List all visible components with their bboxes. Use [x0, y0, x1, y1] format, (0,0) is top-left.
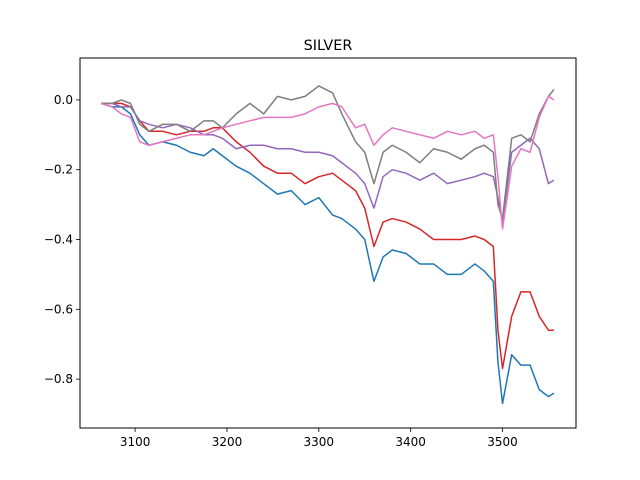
chart-title: SILVER: [304, 38, 353, 54]
y-tick-label: −0.6: [44, 302, 73, 316]
series-line-2: [101, 102, 554, 370]
series-line-1: [100, 102, 555, 405]
x-tick-label: 3100: [120, 435, 151, 449]
y-tick-label: −0.2: [44, 163, 73, 177]
x-tick-label: 3400: [395, 435, 426, 449]
plot-frame: [79, 57, 577, 429]
x-tick-label: 3200: [212, 435, 243, 449]
axis-layer: 3100 3200 3300 3400 3500 0.0 −0.2 −0.4 −0.6 −0.8: [44, 93, 518, 449]
y-tick-label: −0.4: [44, 233, 73, 247]
series-line-5: [100, 95, 555, 230]
series-layer: [100, 85, 555, 405]
x-tick-label: 3500: [487, 435, 518, 449]
y-tick-label: −0.8: [44, 372, 73, 386]
y-tick-label: 0.0: [54, 93, 73, 107]
x-tick-label: 3300: [304, 435, 335, 449]
series-line-4: [101, 85, 555, 220]
